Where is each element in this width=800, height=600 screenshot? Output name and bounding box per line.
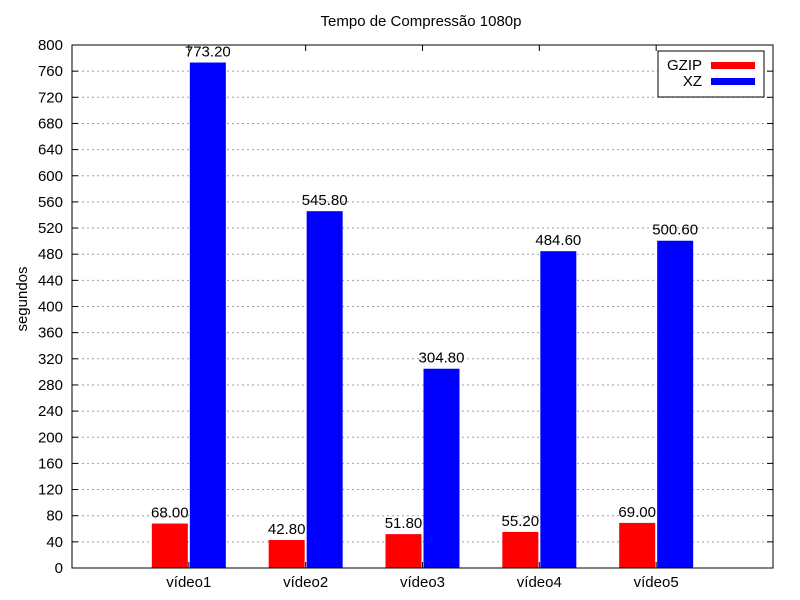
legend-box [657,50,765,98]
bar-gzip-vídeo1 [151,523,188,568]
y-tick-label: 280 [38,377,63,394]
y-tick-label: 760 [38,63,63,80]
plot-frame [71,44,774,569]
legend-label-xz: XZ [683,73,702,90]
x-tick-label: vídeo5 [634,574,679,591]
chart-title: Tempo de Compressão 1080p [321,13,522,30]
data-label: 68.00 [151,505,189,522]
y-tick-label: 520 [38,220,63,237]
y-tick-label: 200 [38,429,63,446]
y-tick-label: 640 [38,142,63,159]
y-tick-label: 560 [38,194,63,211]
x-axis-ticks: vídeo1 vídeo2 vídeo3 vídeo4 vídeo5 [166,45,679,591]
data-label: 500.60 [652,222,698,239]
y-tick-label: 0 [55,560,63,577]
bar-gzip-vídeo3 [385,534,422,568]
x-tick-label: vídeo1 [166,574,211,591]
y-tick-label: 40 [46,534,63,551]
y-tick-label: 320 [38,351,63,368]
y-axis-ticks: 0 40 80 120 160 200 240 280 320 360 400 440 480 520 56… [38,37,773,577]
data-label: 484.60 [535,232,581,249]
y-tick-label: 600 [38,168,63,185]
legend-label-gzip: GZIP [667,57,702,74]
gridlines [72,70,773,543]
data-label: 55.20 [502,513,540,530]
x-tick-label: vídeo4 [517,574,562,591]
bar-gzip-vídeo2 [268,540,305,568]
legend-swatch-gzip [711,62,755,69]
y-tick-label: 80 [46,508,63,525]
y-tick-label: 480 [38,246,63,263]
bar-xz-vídeo1 [189,62,226,568]
y-tick-label: 800 [38,37,63,54]
bar-xz-vídeo3 [423,368,460,568]
data-label: 42.80 [268,521,306,538]
data-label: 304.80 [419,350,465,367]
bars: 68.00 773.20 42.80 545.80 51.80 304.80 55.20 48… [151,44,698,569]
bar-xz-vídeo2 [306,211,343,569]
bar-xz-vídeo4 [540,251,577,568]
data-label: 545.80 [302,192,348,209]
y-tick-label: 120 [38,482,63,499]
y-tick-label: 360 [38,325,63,342]
bar-xz-vídeo5 [657,240,694,568]
data-label: 773.20 [185,44,231,61]
data-label: 51.80 [385,515,423,532]
y-tick-label: 440 [38,272,63,289]
bar-gzip-vídeo5 [619,522,656,568]
data-label: 69.00 [618,504,656,521]
x-tick-label: vídeo2 [283,574,328,591]
y-tick-label: 680 [38,115,63,132]
bar-gzip-vídeo4 [502,531,539,568]
y-tick-label: 720 [38,89,63,106]
y-tick-label: 160 [38,455,63,472]
y-tick-label: 240 [38,403,63,420]
legend: GZIP XZ [657,50,765,98]
x-tick-label: vídeo3 [400,574,445,591]
y-axis-label: segundos [14,266,31,331]
y-tick-label: 400 [38,299,63,316]
legend-swatch-xz [711,78,755,85]
